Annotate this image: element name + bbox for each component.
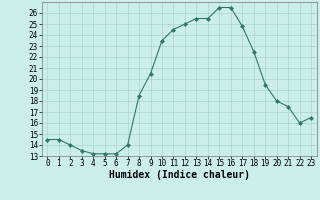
X-axis label: Humidex (Indice chaleur): Humidex (Indice chaleur): [109, 170, 250, 180]
